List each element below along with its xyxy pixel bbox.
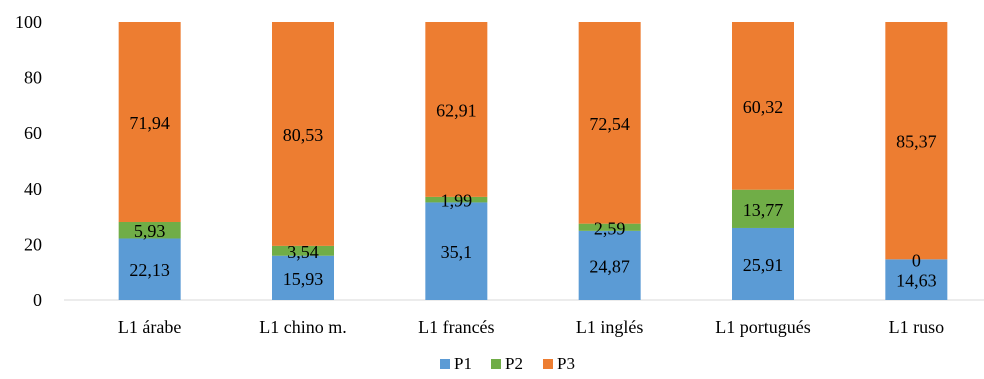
data-label-p2: 3,54 bbox=[287, 242, 319, 262]
bar-segment-p1[interactable] bbox=[425, 202, 488, 300]
data-label-p2: 2,59 bbox=[594, 218, 626, 238]
category-labels: L1 árabe L1 chino m. L1 francés L1 inglés L1… bbox=[118, 317, 944, 337]
legend[interactable]: P1 P2 P3 bbox=[440, 354, 575, 373]
category-label: L1 portugués bbox=[715, 317, 810, 337]
legend-swatch-p3 bbox=[543, 359, 553, 369]
category-label: L1 árabe bbox=[118, 317, 181, 337]
data-label-p1: 15,93 bbox=[283, 269, 324, 289]
bar-segment-p3[interactable] bbox=[118, 22, 181, 222]
y-axis-ticks: 0 20 40 60 80 100 bbox=[15, 12, 42, 310]
data-label-p3: 72,54 bbox=[589, 114, 630, 134]
data-label-p1: 25,91 bbox=[743, 255, 784, 275]
bar-segment-p1[interactable] bbox=[272, 255, 334, 300]
data-labels-layer: 22,13 5,93 71,94 15,93 3,54 80,53 35,1 1,99 62,9… bbox=[129, 97, 936, 291]
bar-segment-p2[interactable] bbox=[578, 223, 641, 231]
bar-segment-p2[interactable] bbox=[272, 245, 334, 256]
bar-segment-p1[interactable] bbox=[732, 227, 794, 300]
bar-segment-p3[interactable] bbox=[272, 22, 334, 246]
bar-segment-p3[interactable] bbox=[732, 22, 794, 190]
data-label-p1: 22,13 bbox=[129, 260, 170, 280]
legend-swatch-p1 bbox=[440, 359, 450, 369]
data-label-p3: 62,91 bbox=[436, 100, 477, 120]
y-tick-label: 40 bbox=[24, 179, 42, 199]
category-label: L1 chino m. bbox=[259, 317, 347, 337]
legend-label-p2: P2 bbox=[505, 354, 523, 373]
data-label-p2: 5,93 bbox=[134, 221, 166, 241]
bar-segment-p2[interactable] bbox=[732, 189, 794, 228]
bar-segment-p3[interactable] bbox=[425, 22, 488, 197]
legend-label-p1: P1 bbox=[454, 354, 472, 373]
legend-swatch-p2 bbox=[491, 359, 501, 369]
bars-layer bbox=[118, 22, 948, 300]
data-label-p3: 71,94 bbox=[129, 113, 170, 133]
data-label-p2: 1,99 bbox=[441, 191, 473, 211]
data-label-p3: 60,32 bbox=[743, 97, 784, 117]
y-tick-label: 0 bbox=[33, 290, 42, 310]
bar-segment-p3[interactable] bbox=[578, 22, 641, 224]
category-label: L1 ruso bbox=[889, 317, 945, 337]
data-label-p1: 24,87 bbox=[589, 256, 630, 276]
bar-segment-p1[interactable] bbox=[578, 230, 641, 300]
bar-segment-p2[interactable] bbox=[425, 196, 488, 203]
y-tick-label: 20 bbox=[24, 234, 42, 254]
data-label-p2: 0 bbox=[912, 250, 921, 270]
data-label-p1: 14,63 bbox=[896, 271, 937, 291]
bar-segment-p3[interactable] bbox=[885, 22, 948, 260]
legend-label-p3: P3 bbox=[557, 354, 575, 373]
bar-segment-p1[interactable] bbox=[118, 238, 181, 300]
category-label: L1 inglés bbox=[576, 317, 644, 337]
data-label-p3: 80,53 bbox=[283, 125, 324, 145]
data-label-p3: 85,37 bbox=[896, 132, 937, 152]
data-label-p2: 13,77 bbox=[743, 200, 784, 220]
data-label-p1: 35,1 bbox=[441, 242, 473, 262]
y-tick-label: 100 bbox=[15, 12, 42, 32]
y-tick-label: 60 bbox=[24, 123, 42, 143]
bar-segment-p2[interactable] bbox=[118, 221, 181, 239]
category-label: L1 francés bbox=[418, 317, 494, 337]
y-tick-label: 80 bbox=[24, 68, 42, 88]
bar-segment-p1[interactable] bbox=[885, 259, 948, 300]
